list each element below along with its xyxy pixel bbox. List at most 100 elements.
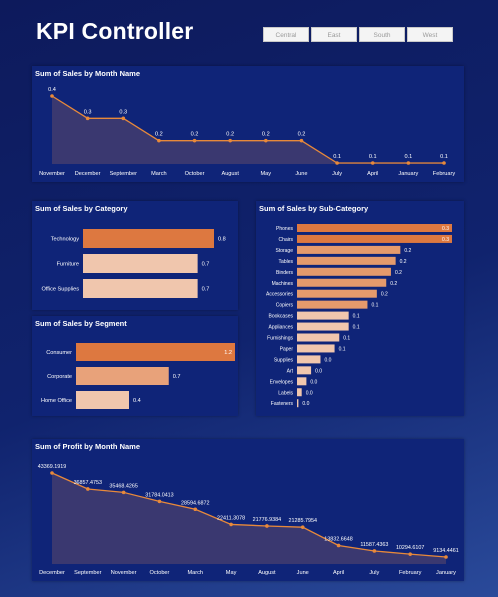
- bar: [297, 267, 391, 276]
- data-point: [157, 499, 162, 504]
- data-label: 43369.1919: [38, 464, 66, 470]
- data-point: [335, 161, 339, 165]
- page-title: KPI Controller: [36, 18, 194, 44]
- x-tick-label: June: [295, 171, 307, 177]
- data-label: 0.1: [353, 314, 360, 320]
- bar: [83, 279, 198, 298]
- bar: [297, 344, 335, 353]
- data-label: 0.3: [119, 109, 127, 115]
- data-label: 36857.4753: [74, 480, 102, 486]
- bar: [297, 256, 396, 265]
- category-label: Furniture: [57, 262, 79, 268]
- category-label: Technology: [51, 237, 80, 243]
- slicer-east[interactable]: East: [311, 27, 357, 42]
- sales-by-category-title: Sum of Sales by Category: [35, 204, 128, 213]
- data-label: 0.1: [404, 154, 412, 160]
- data-label: 0.4: [133, 398, 141, 404]
- data-label: 0.7: [173, 374, 181, 380]
- data-label: 0.0: [324, 357, 331, 363]
- data-label: 0.3: [442, 237, 449, 243]
- data-label: 0.3: [84, 109, 92, 115]
- data-label: 0.2: [390, 281, 397, 287]
- data-point: [264, 138, 268, 143]
- data-label: 0.7: [202, 262, 210, 268]
- bar: [83, 229, 214, 248]
- data-label: 0.7: [202, 287, 210, 293]
- bar: [297, 289, 377, 298]
- data-point: [192, 138, 197, 143]
- data-point: [370, 161, 375, 165]
- slicer-south[interactable]: South: [359, 27, 405, 42]
- x-tick-label: May: [226, 570, 237, 576]
- x-tick-label: March: [187, 570, 203, 576]
- x-tick-label: September: [74, 570, 101, 576]
- data-label: 0.1: [333, 154, 341, 160]
- data-point: [372, 549, 377, 553]
- x-tick-label: January: [436, 570, 456, 576]
- category-label: Art: [287, 368, 294, 374]
- data-label: 13832.6648: [324, 536, 352, 542]
- category-label: Consumer: [46, 350, 72, 356]
- x-tick-label: December: [75, 171, 101, 177]
- x-tick-label: November: [39, 171, 65, 177]
- data-label: 10294.6107: [396, 545, 424, 551]
- data-label: 0.2: [262, 132, 270, 138]
- slicer-central[interactable]: Central: [263, 27, 309, 42]
- profit-by-month-title: Sum of Profit by Month Name: [35, 442, 140, 451]
- data-label: 9134.4461: [433, 548, 458, 554]
- x-tick-label: February: [433, 171, 456, 177]
- sales-by-segment-chart: Consumer 1.2 Corporate 0.7 Home Office 0.4: [41, 343, 235, 409]
- category-label: Chairs: [279, 237, 294, 243]
- category-label: Home Office: [41, 398, 72, 404]
- category-label: Tables: [279, 259, 294, 265]
- category-label: Phones: [276, 226, 293, 232]
- data-label: 31784.0413: [145, 492, 173, 498]
- data-point: [121, 490, 126, 495]
- sales-by-segment-panel: Sum of Sales by Segment Consumer 1.2 Corpo…: [32, 316, 238, 416]
- category-label: Accessories: [266, 292, 293, 298]
- data-label: 0.0: [306, 390, 313, 396]
- data-label: 11587.4363: [360, 542, 388, 548]
- bar: [297, 366, 312, 375]
- category-label: Corporate: [47, 374, 72, 380]
- data-point: [299, 138, 304, 143]
- bar: [297, 333, 340, 342]
- sales-by-category-panel: Sum of Sales by Category Technology 0.8 Fu…: [32, 201, 238, 310]
- bar: [297, 377, 307, 386]
- bar: [297, 355, 321, 364]
- category-label: Fasteners: [271, 401, 294, 407]
- x-tick-label: July: [332, 171, 342, 177]
- x-tick-label: June: [297, 570, 309, 576]
- x-tick-label: August: [221, 171, 239, 177]
- profit-by-month-chart: 43369.1919 December 36857.4753 September 354…: [38, 464, 459, 576]
- data-label: 0.2: [395, 270, 402, 276]
- category-label: Storage: [275, 248, 293, 254]
- bar: [297, 300, 368, 309]
- bar: [76, 367, 169, 385]
- series-line: [51, 472, 447, 558]
- area-fill: [52, 96, 444, 164]
- bar: [297, 234, 452, 243]
- x-tick-label: September: [110, 171, 137, 177]
- data-label: 0.2: [404, 248, 411, 254]
- sales-by-month-title: Sum of Sales by Month Name: [35, 69, 141, 78]
- sales-by-segment-title: Sum of Sales by Segment: [35, 319, 127, 328]
- data-label: 0.4: [48, 87, 56, 93]
- data-point: [85, 116, 90, 121]
- category-label: Machines: [272, 281, 294, 287]
- data-point: [229, 522, 233, 527]
- data-label: 0.8: [218, 237, 226, 243]
- data-label: 0.1: [353, 325, 360, 331]
- category-label: Copiers: [276, 303, 294, 309]
- sales-by-subcategory-panel: Sum of Sales by Sub-Category Phones 0.3 Ch…: [256, 201, 464, 416]
- slicer-west[interactable]: West: [407, 27, 453, 42]
- x-tick-label: October: [150, 570, 170, 576]
- category-label: Paper: [280, 346, 294, 352]
- sales-by-subcategory-title: Sum of Sales by Sub-Category: [259, 204, 369, 213]
- data-label: 21776.9384: [253, 517, 281, 523]
- x-tick-label: February: [399, 570, 422, 576]
- x-tick-label: May: [261, 171, 272, 177]
- data-label: 0.1: [343, 336, 350, 342]
- category-label: Supplies: [274, 357, 294, 363]
- bar: [297, 399, 299, 408]
